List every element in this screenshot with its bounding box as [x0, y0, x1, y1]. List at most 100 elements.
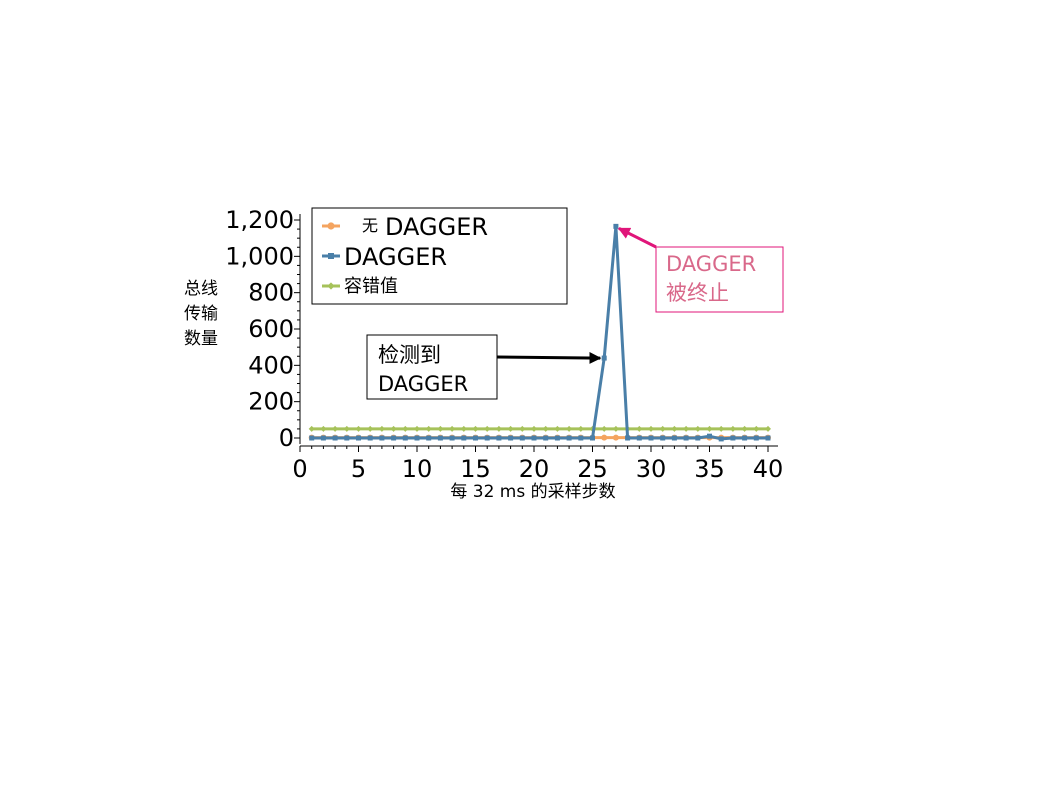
- data-point-square: [765, 435, 771, 441]
- data-point-square: [484, 435, 490, 441]
- legend-prefix: 无: [362, 216, 378, 235]
- data-point-diamond: [507, 425, 514, 432]
- data-point-square: [367, 435, 373, 441]
- data-point-diamond: [659, 425, 666, 432]
- data-point-diamond: [683, 425, 690, 432]
- annotation-text-terminated: 被终止: [666, 281, 729, 305]
- x-axis: 0 5 10 15 20 25 30 35 40: [292, 445, 784, 483]
- x-tick-label: 25: [577, 455, 608, 483]
- data-point-diamond: [554, 425, 561, 432]
- data-point-diamond: [355, 425, 362, 432]
- data-point-diamond: [753, 425, 760, 432]
- data-point-square: [461, 435, 467, 441]
- data-point-square: [671, 435, 677, 441]
- data-point-square: [356, 435, 361, 441]
- data-point-square: [590, 435, 595, 441]
- data-point-diamond: [367, 425, 374, 432]
- data-point-diamond: [648, 425, 654, 432]
- data-point-square: [718, 436, 724, 442]
- data-point-diamond: [437, 425, 444, 432]
- annotations: 检测到 DAGGER DAGGER 被终止: [366, 227, 784, 400]
- annotation-arrow-terminated: [617, 227, 657, 249]
- data-point-diamond: [601, 425, 608, 432]
- data-point-square: [344, 435, 350, 441]
- data-point-square: [613, 223, 619, 229]
- data-point-diamond: [729, 425, 736, 432]
- y-axis-title-line: 数量: [184, 329, 218, 349]
- annotation-box-detected: [366, 334, 498, 400]
- data-point-diamond: [636, 425, 643, 432]
- data-point-diamond: [612, 425, 619, 432]
- data-point-square: [496, 435, 502, 441]
- y-axis-title-line: 总线: [184, 279, 218, 299]
- annotation-text-terminated: DAGGER: [666, 252, 756, 276]
- y-tick-label: 1,200: [225, 206, 294, 234]
- data-point-square: [730, 435, 736, 441]
- data-point-square: [426, 435, 432, 441]
- y-tick-label: 1,000: [225, 242, 294, 270]
- x-tick-label: 30: [636, 455, 667, 483]
- data-point-square: [449, 435, 455, 441]
- data-point-diamond: [343, 425, 350, 432]
- x-tick-label: 5: [351, 455, 366, 483]
- data-point-square: [683, 435, 689, 441]
- data-point-diamond: [765, 425, 771, 432]
- y-tick-label: 600: [248, 315, 294, 343]
- data-point-square: [707, 433, 712, 439]
- data-point-square: [625, 435, 631, 441]
- data-point-diamond: [327, 282, 335, 290]
- data-point-diamond: [449, 425, 456, 432]
- y-axis: 0 200 400 600 800 1,000 1,200: [225, 206, 301, 452]
- data-point-circle: [327, 222, 335, 230]
- data-point-square: [742, 435, 748, 441]
- annotation-text-detected: 检测到: [378, 343, 441, 367]
- data-point-square: [753, 435, 759, 441]
- legend-label: 容错值: [344, 276, 398, 297]
- data-point-circle: [612, 434, 619, 441]
- data-point-diamond: [531, 425, 537, 432]
- data-point-diamond: [472, 425, 479, 432]
- data-point-diamond: [460, 425, 467, 432]
- data-point-diamond: [577, 425, 584, 432]
- y-tick-label: 0: [279, 424, 294, 452]
- legend-label: DAGGER: [385, 213, 488, 241]
- data-point-square: [531, 435, 537, 441]
- x-tick-label: 0: [292, 455, 307, 483]
- data-point-square: [332, 435, 338, 441]
- data-point-diamond: [519, 425, 526, 432]
- data-point-diamond: [694, 425, 701, 432]
- x-tick-label: 40: [753, 455, 784, 483]
- data-point-square: [391, 435, 397, 441]
- data-point-circle: [601, 434, 608, 441]
- x-tick-label: 35: [694, 455, 725, 483]
- data-point-diamond: [495, 425, 502, 432]
- series-2: [309, 223, 771, 442]
- data-point-square: [508, 435, 514, 441]
- data-point-diamond: [390, 425, 397, 432]
- data-point-diamond: [320, 425, 327, 432]
- data-point-diamond: [741, 425, 748, 432]
- legend-box: [311, 207, 568, 305]
- data-point-square: [695, 435, 701, 441]
- data-point-square: [437, 435, 443, 441]
- data-point-diamond: [425, 425, 432, 432]
- y-tick-label: 400: [248, 351, 294, 379]
- y-axis-title-line: 传输: [184, 304, 218, 324]
- data-point-square: [320, 435, 326, 441]
- data-point-square: [309, 435, 315, 441]
- annotation-text-detected: DAGGER: [378, 372, 468, 396]
- data-point-square: [473, 435, 478, 441]
- data-point-square: [414, 435, 420, 441]
- data-point-diamond: [706, 425, 713, 432]
- data-point-diamond: [332, 425, 339, 432]
- data-point-diamond: [671, 425, 678, 432]
- y-tick-label: 800: [248, 279, 294, 307]
- x-axis-title: 每 32 ms 的采样步数: [450, 482, 615, 502]
- data-point-square: [601, 355, 607, 361]
- data-point-diamond: [308, 425, 315, 432]
- data-point-diamond: [402, 425, 409, 432]
- data-point-diamond: [484, 425, 491, 432]
- data-point-square: [660, 435, 666, 441]
- data-point-diamond: [718, 425, 725, 432]
